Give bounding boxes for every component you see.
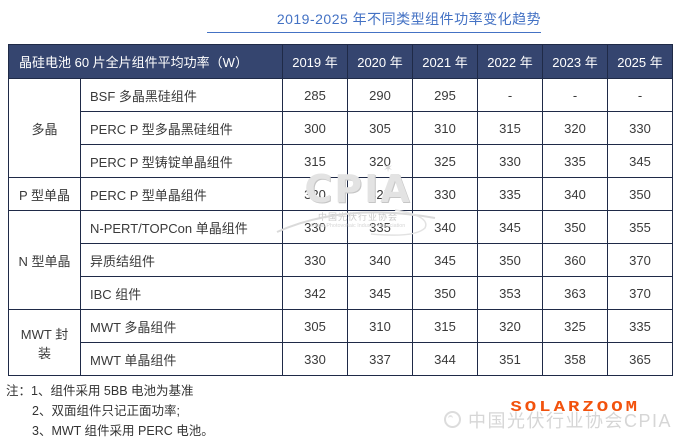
value-cell: 310 bbox=[412, 111, 478, 145]
value-cell: 360 bbox=[542, 243, 608, 277]
footnote-line: 2、双面组件只记正面功率; bbox=[32, 404, 180, 418]
category-cell: MWT 封装 bbox=[8, 309, 81, 376]
module-type-cell: PERC P 型单晶组件 bbox=[80, 177, 283, 211]
value-cell: 330 bbox=[412, 177, 478, 211]
value-cell: 330 bbox=[477, 144, 543, 178]
value-cell: 345 bbox=[607, 144, 673, 178]
value-cell: 315 bbox=[412, 309, 478, 343]
cpia-footer-text: 中国光伏行业协会CPIA bbox=[443, 407, 672, 433]
value-cell: 370 bbox=[607, 276, 673, 310]
value-cell: 320 bbox=[477, 309, 543, 343]
value-cell: - bbox=[542, 78, 608, 112]
module-type-cell: MWT 单晶组件 bbox=[80, 342, 283, 376]
value-cell: 320 bbox=[347, 144, 413, 178]
value-cell: - bbox=[477, 78, 543, 112]
value-cell: 325 bbox=[412, 144, 478, 178]
header-row: 晶硅电池 60 片全片组件平均功率（W） 2019 年 2020 年 2021 年 20… bbox=[8, 44, 673, 79]
value-cell: 345 bbox=[412, 243, 478, 277]
value-cell: 315 bbox=[477, 111, 543, 145]
table-row: 多晶 BSF 多晶黑硅组件 285 290 295- - - bbox=[8, 78, 673, 178]
value-cell: 335 bbox=[607, 309, 673, 343]
value-cell: 363 bbox=[542, 276, 608, 310]
module-type-cell: 异质结组件 bbox=[80, 243, 283, 277]
solarzoom-logo: SOLARZOOM bbox=[510, 397, 640, 416]
year-header: 2020 年 bbox=[347, 44, 413, 79]
value-cell: 340 bbox=[542, 177, 608, 211]
module-type-cell: IBC 组件 bbox=[80, 276, 283, 310]
value-cell: 340 bbox=[347, 243, 413, 277]
value-cell: 350 bbox=[412, 276, 478, 310]
value-cell: 295 bbox=[412, 78, 478, 112]
year-header: 2022 年 bbox=[477, 44, 543, 79]
category-cell: 多晶 bbox=[8, 78, 81, 178]
table-row: MWT 封装 MWT 多晶组件 305 310 315 320 325 335 bbox=[8, 309, 673, 376]
value-cell: - bbox=[607, 78, 673, 112]
footnotes: 注：1、组件采用 5BB 电池为基准 2、双面组件只记正面功率; 3、MWT 组件采… bbox=[6, 381, 214, 441]
value-cell: 300 bbox=[282, 111, 348, 145]
value-cell: 337 bbox=[347, 342, 413, 376]
value-cell: 355 bbox=[607, 210, 673, 244]
module-type-cell: PERC P 型多晶黑硅组件 bbox=[80, 111, 283, 145]
footnote-line: 注：1、组件采用 5BB 电池为基准 bbox=[6, 384, 194, 398]
table-row: PERC P 型多晶黑硅组件 300 305 310 315 320 330 bbox=[9, 111, 673, 145]
table-row: PERC P 型铸锭单晶组件 315 320 325 330 335 345 bbox=[9, 144, 673, 178]
table-row: IBC 组件 342 345 350 353 363 370 bbox=[9, 276, 673, 310]
value-cell: 370 bbox=[607, 243, 673, 277]
value-cell: 345 bbox=[477, 210, 543, 244]
value-cell: 350 bbox=[542, 210, 608, 244]
value-cell: 305 bbox=[347, 111, 413, 145]
corner-header: 晶硅电池 60 片全片组件平均功率（W） bbox=[8, 44, 283, 79]
value-cell: 358 bbox=[542, 342, 608, 376]
value-cell: 320 bbox=[542, 111, 608, 145]
year-header: 2019 年 bbox=[282, 44, 348, 79]
footnote-line: 3、MWT 组件采用 PERC 电池。 bbox=[32, 424, 214, 438]
year-header: 2023 年 bbox=[542, 44, 608, 79]
year-header: 2021 年 bbox=[412, 44, 478, 79]
table-header: 晶硅电池 60 片全片组件平均功率（W） 2019 年 2020 年 2021 年 20… bbox=[8, 44, 673, 79]
value-cell: 335 bbox=[347, 210, 413, 244]
module-power-table: 晶硅电池 60 片全片组件平均功率（W） 2019 年 2020 年 2021 年 20… bbox=[8, 44, 673, 376]
value-cell: 330 bbox=[282, 243, 348, 277]
module-type-cell: MWT 多晶组件 bbox=[80, 309, 283, 343]
value-cell: 340 bbox=[412, 210, 478, 244]
value-cell: 320 bbox=[282, 177, 348, 211]
value-cell: 285 bbox=[282, 78, 348, 112]
cpia-footer-label: 中国光伏行业协会CPIA bbox=[467, 410, 672, 431]
footer-watermark: 中国光伏行业协会CPIA SOLARZOOM bbox=[443, 398, 672, 434]
value-cell: 335 bbox=[477, 177, 543, 211]
value-cell: 351 bbox=[477, 342, 543, 376]
module-type-cell: PERC P 型铸锭单晶组件 bbox=[80, 144, 283, 178]
value-cell: 325 bbox=[542, 309, 608, 343]
year-header: 2025 年 bbox=[607, 44, 673, 79]
title-row: 2019-2025 年不同类型组件功率变化趋势 bbox=[0, 9, 678, 33]
table-row: N 型单晶 N-PERT/TOPCon 单晶组件 330 335 340 345 350 35… bbox=[8, 210, 673, 310]
table-body: 多晶 BSF 多晶黑硅组件 285 290 295- - - PERC P 型多晶黑硅组件 30… bbox=[8, 78, 673, 376]
value-cell: 342 bbox=[282, 276, 348, 310]
table-title: 2019-2025 年不同类型组件功率变化趋势 bbox=[206, 9, 542, 33]
value-cell: 365 bbox=[607, 342, 673, 376]
table-row: P 型单晶 PERC P 型单晶组件 320 325 330 335 340 350 bbox=[8, 177, 673, 211]
table-row: MWT 单晶组件 330 337 344 351 358 365 bbox=[9, 342, 673, 376]
value-cell: 345 bbox=[347, 276, 413, 310]
value-cell: 353 bbox=[477, 276, 543, 310]
value-cell: 325 bbox=[347, 177, 413, 211]
value-cell: 310 bbox=[347, 309, 413, 343]
value-cell: 350 bbox=[607, 177, 673, 211]
value-cell: 350 bbox=[477, 243, 543, 277]
value-cell: 290 bbox=[347, 78, 413, 112]
value-cell: 330 bbox=[282, 342, 348, 376]
category-cell: N 型单晶 bbox=[8, 210, 81, 310]
module-type-cell: BSF 多晶黑硅组件 bbox=[80, 78, 283, 112]
module-type-cell: N-PERT/TOPCon 单晶组件 bbox=[80, 210, 283, 244]
table-row: 异质结组件 330 340 345 350 360 370 bbox=[9, 243, 673, 277]
value-cell: 315 bbox=[282, 144, 348, 178]
value-cell: 344 bbox=[412, 342, 478, 376]
value-cell: 330 bbox=[282, 210, 348, 244]
cpia-logo-icon bbox=[443, 411, 461, 428]
value-cell: 335 bbox=[542, 144, 608, 178]
value-cell: 305 bbox=[282, 309, 348, 343]
value-cell: 330 bbox=[607, 111, 673, 145]
category-cell: P 型单晶 bbox=[8, 177, 81, 211]
